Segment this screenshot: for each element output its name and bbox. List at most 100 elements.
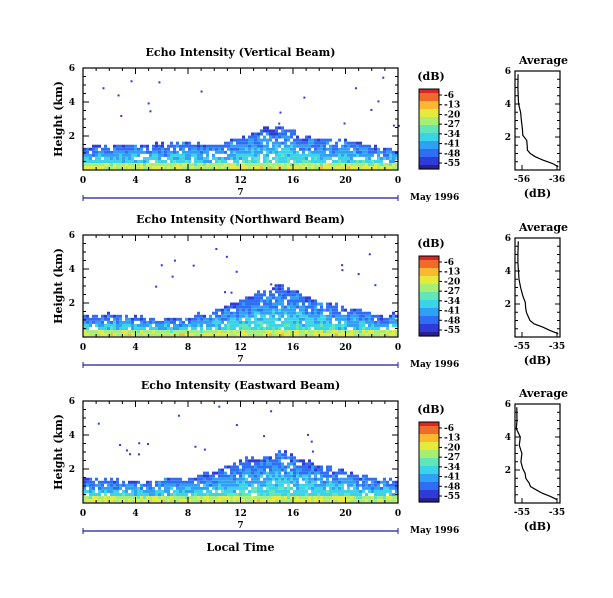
heatmap-cell [248, 327, 251, 331]
heatmap-cell [263, 311, 266, 315]
heatmap-cell [299, 147, 302, 151]
heatmap-cell [335, 323, 338, 327]
heatmap-cell [281, 468, 284, 472]
heatmap-cell [251, 166, 254, 170]
heatmap-cell [116, 333, 119, 337]
heatmap-cell [182, 483, 185, 487]
heatmap-cell [308, 163, 311, 167]
heatmap-cell [239, 156, 242, 160]
heatmap-cell [251, 480, 254, 484]
heatmap-cell [344, 314, 347, 318]
heatmap-cell [239, 311, 242, 315]
heatmap-cell [221, 333, 224, 337]
heatmap-cell [368, 253, 371, 256]
heatmap-cell [182, 323, 185, 327]
heatmap-cell [299, 299, 302, 303]
heatmap-cell [239, 305, 242, 309]
heatmap-cell [392, 163, 395, 167]
heatmap-cell [131, 493, 134, 497]
heatmap-cell [176, 166, 179, 170]
heatmap-cell [83, 153, 86, 157]
heatmap-cell [107, 499, 110, 503]
heatmap-cell [350, 330, 353, 334]
heatmap-cell [341, 489, 344, 493]
heatmap-cell [113, 166, 116, 170]
heatmap-cell [110, 493, 113, 497]
heatmap-cell [239, 138, 242, 142]
heatmap-cell [275, 453, 278, 457]
heatmap-cell [269, 477, 272, 481]
heatmap-cell [233, 496, 236, 500]
heatmap-cell [107, 160, 110, 164]
heatmap-cell [203, 317, 206, 321]
heatmap-cell [131, 499, 134, 503]
colorbar-segment [419, 422, 439, 425]
heatmap-cell [200, 150, 203, 154]
heatmap-cell [116, 156, 119, 160]
heatmap-cell [191, 330, 194, 334]
heatmap-cell [338, 468, 341, 472]
heatmap-cell [380, 493, 383, 497]
heatmap-cell [170, 333, 173, 337]
heatmap-cell [218, 499, 221, 503]
heatmap-cell [224, 144, 227, 148]
heatmap-cell [365, 320, 368, 324]
heatmap-cell [296, 480, 299, 484]
heatmap-cell [275, 144, 278, 148]
heatmap-cell [233, 323, 236, 327]
heatmap-cell [110, 496, 113, 500]
heatmap-cell [272, 477, 275, 481]
heatmap-cell [83, 166, 86, 170]
heatmap-cell [251, 296, 254, 300]
heatmap-cell [353, 327, 356, 331]
heatmap-cell [137, 166, 140, 170]
heatmap-cell [287, 486, 290, 490]
heatmap-cell [284, 450, 287, 454]
heatmap-cell [287, 156, 290, 160]
heatmap-cell [260, 299, 263, 303]
heatmap-cell [311, 302, 314, 306]
heatmap-cell [266, 299, 269, 303]
heatmap-cell [374, 160, 377, 164]
heatmap-cell [314, 308, 317, 312]
heatmap-cell [221, 474, 224, 478]
heatmap-cell [362, 150, 365, 154]
heatmap-cell [263, 489, 266, 493]
heatmap-cell [164, 153, 167, 157]
heatmap-cell [125, 166, 128, 170]
heatmap-cell [359, 308, 362, 312]
heatmap-cell [122, 499, 125, 503]
colorbar-segment [419, 127, 439, 130]
heatmap-cell [251, 311, 254, 315]
heatmap-cell [281, 320, 284, 324]
heatmap-cell [302, 489, 305, 493]
heatmap-cell [290, 302, 293, 306]
heatmap-cell [356, 480, 359, 484]
heatmap-cell [215, 156, 218, 160]
heatmap-cell [179, 330, 182, 334]
heatmap-cell [263, 299, 266, 303]
heatmap-cell [350, 144, 353, 148]
heatmap-cell [350, 160, 353, 164]
heatmap-cell [332, 166, 335, 170]
heatmap-cell [260, 150, 263, 154]
heatmap-cell [269, 132, 272, 136]
heatmap-cell [293, 153, 296, 157]
heatmap-cell [185, 327, 188, 331]
heatmap-cell [191, 153, 194, 157]
heatmap-cell [299, 489, 302, 493]
heatmap-cell [131, 320, 134, 324]
heatmap-cell [389, 150, 392, 154]
heatmap-cell [191, 493, 194, 497]
colorbar-segment [419, 143, 439, 146]
heatmap-cell [248, 330, 251, 334]
colorbar-segment [419, 288, 439, 291]
heatmap-cell [332, 305, 335, 309]
heatmap-cell [167, 156, 170, 160]
heatmap-cell [173, 163, 176, 167]
colorbar-segment [419, 492, 439, 495]
heatmap-cell [341, 305, 344, 309]
heatmap-cell [332, 327, 335, 331]
heatmap-cells [83, 76, 400, 170]
heatmap-cell [98, 153, 101, 157]
